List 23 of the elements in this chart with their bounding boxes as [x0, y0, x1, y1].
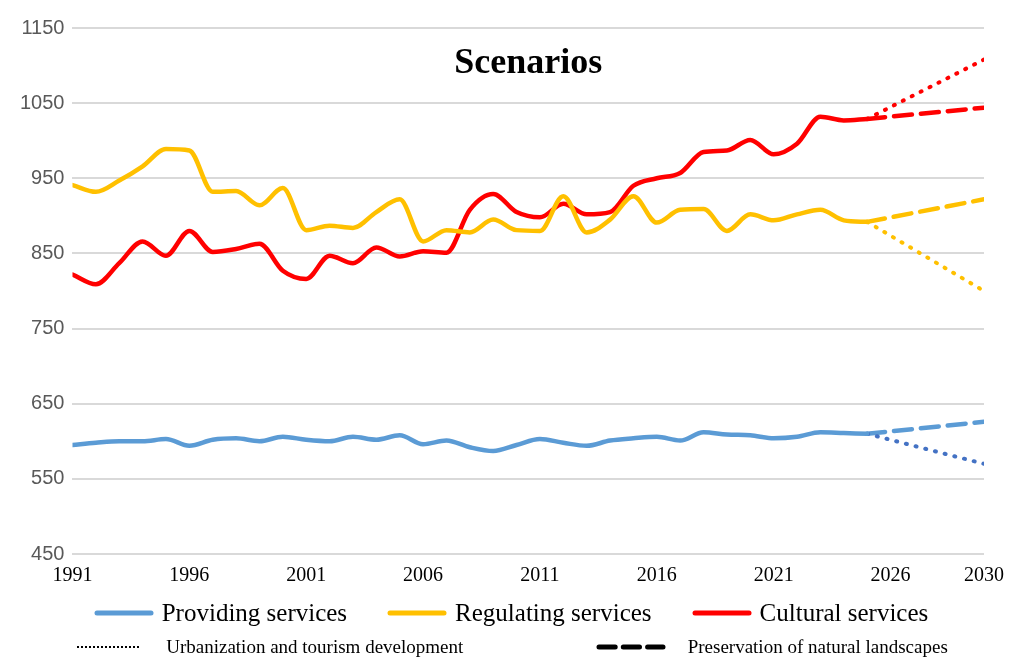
x-tick-label: 2021 [753, 563, 794, 586]
y-tick-label: 950 [31, 165, 65, 188]
x-tick-label: 2006 [403, 563, 444, 586]
x-tick-label: 1996 [169, 563, 210, 586]
chart-title: Scenarios [454, 41, 603, 82]
y-tick-label: 450 [31, 541, 65, 564]
y-tick-label: 750 [31, 316, 65, 339]
x-tick-label: 2001 [286, 563, 327, 586]
legend-label: Cultural services [759, 598, 929, 628]
text: Urbanization and tourism development [166, 635, 464, 659]
legend-label: Providing services [161, 598, 348, 628]
x-tick-label: 2030 [964, 563, 1004, 586]
y-tick-label: 850 [31, 240, 65, 263]
x-tick-label: 1991 [52, 563, 93, 586]
text: Preservation of natural landscapes [687, 635, 948, 659]
x-tick-label: 2016 [636, 563, 677, 586]
x-tick-label: 2026 [870, 563, 911, 586]
x-tick-label: 2011 [520, 563, 560, 586]
y-tick-label: 1150 [21, 15, 65, 38]
y-tick-label: 1050 [19, 90, 65, 113]
y-tick-label: 650 [31, 391, 65, 414]
y-tick-label: 550 [31, 466, 65, 489]
legend-label: Regulating services [455, 598, 652, 628]
